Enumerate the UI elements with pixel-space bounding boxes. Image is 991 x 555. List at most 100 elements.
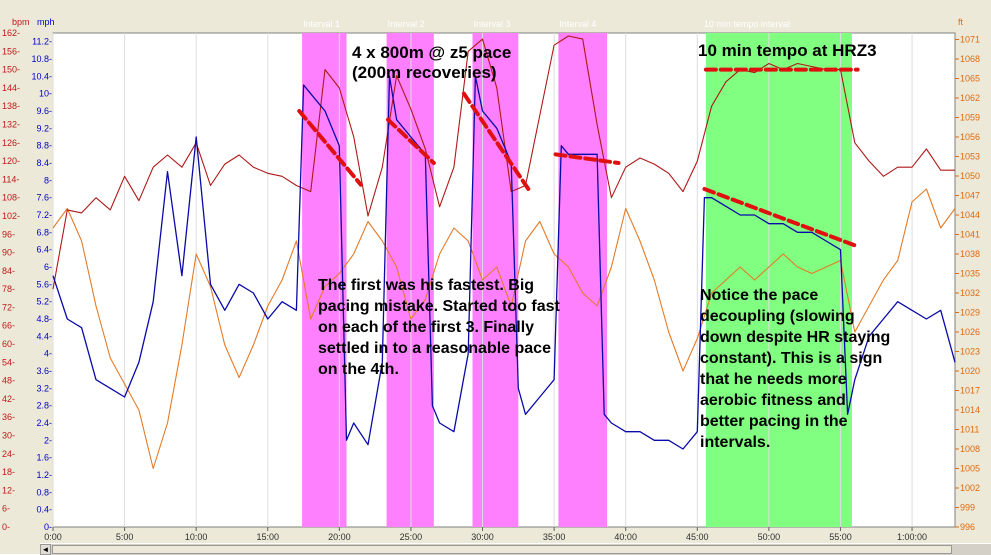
hr-tick-label: 132-	[2, 119, 20, 129]
annotation-4-line: that he needs more	[700, 371, 847, 388]
pace-tick-label: 7.6-	[36, 193, 52, 203]
x-tick-label: 50:00	[758, 532, 781, 542]
elev-tick-label: 1017	[960, 386, 980, 396]
pace-tick-label: 2-	[44, 435, 52, 445]
elev-tick-label: 1038	[960, 249, 980, 259]
elev-tick-label: 1041	[960, 230, 980, 240]
elev-tick-label: 999	[960, 503, 975, 513]
pace-tick-label: 9.2-	[36, 123, 52, 133]
pace-tick-label: 0.8-	[36, 487, 52, 497]
x-tick-label: 40:00	[614, 532, 637, 542]
elev-tick-label: 1026	[960, 327, 980, 337]
interval-label-3: Interval 3	[474, 19, 511, 29]
elev-tick-label: 1053	[960, 152, 980, 162]
interval-band-5	[705, 33, 852, 527]
elev-tick-label: 1050	[960, 171, 980, 181]
elev-tick-label: 1002	[960, 483, 980, 493]
pace-tick-label: 10.8-	[31, 54, 52, 64]
hr-tick-label: 102-	[2, 211, 20, 221]
pace-tick-label: 4.8-	[36, 314, 52, 324]
elev-unit-label: ft	[958, 17, 964, 27]
hr-tick-label: 126-	[2, 138, 20, 148]
horizontal-scrollbar[interactable]: ◄	[40, 543, 991, 555]
annotation-4-line: Notice the pace	[700, 287, 818, 304]
pace-tick-label: 2.4-	[36, 418, 52, 428]
hr-tick-label: 114-	[2, 174, 19, 184]
scroll-thumb[interactable]	[52, 545, 952, 554]
pace-tick-label: 4.4-	[36, 331, 52, 341]
annotation-2-line: 10 min tempo at HRZ3	[698, 41, 877, 60]
pace-tick-label: 1.6-	[36, 453, 52, 463]
hr-tick-label: 150-	[2, 65, 20, 75]
elev-tick-label: 1008	[960, 444, 980, 454]
x-tick-label: 45:00	[686, 532, 709, 542]
annotation-4-line: better pacing in the	[700, 413, 848, 430]
elev-tick-label: 1005	[960, 464, 980, 474]
hr-tick-label: 60-	[2, 339, 15, 349]
elev-tick-label: 1071	[960, 35, 980, 45]
trend-line-5	[702, 187, 857, 248]
pace-tick-label: 6.8-	[36, 227, 52, 237]
hr-tick-label: 84-	[2, 266, 15, 276]
elev-tick-label: 1020	[960, 366, 980, 376]
elev-tick-label: 1014	[960, 405, 980, 415]
pace-tick-label: 1.2-	[36, 470, 52, 480]
x-tick-label: 35:00	[543, 532, 566, 542]
interval-label-1: Interval 1	[303, 19, 340, 29]
trend-line-1	[297, 109, 363, 187]
x-tick-label: 10:00	[185, 532, 208, 542]
x-tick-label: 30:00	[471, 532, 494, 542]
elev-series-line	[52, 188, 956, 470]
hr-tick-label: 42-	[2, 394, 15, 404]
interval-labels: Interval 1 Interval 2 Interval 3 Interval 4…	[303, 19, 790, 29]
x-tick-label: 5:00	[116, 532, 134, 542]
trend-line-2	[386, 117, 436, 165]
elev-tick-label: 996	[960, 522, 975, 532]
hr-tick-label: 12-	[2, 485, 15, 495]
elev-tick-label: 1059	[960, 113, 980, 123]
hr-tick-label: 0-	[2, 522, 10, 532]
hr-tick-label: 36-	[2, 412, 15, 422]
interval-band-3	[472, 33, 519, 527]
pace-tick-label: 10.4-	[31, 71, 52, 81]
pace-tick-label: 3.2-	[36, 383, 52, 393]
x-tick-label: 20:00	[328, 532, 351, 542]
pace-tick-label: 8-	[44, 175, 52, 185]
elev-tick-label: 1068	[960, 54, 980, 64]
elev-tick-label: 1065	[960, 74, 980, 84]
pace-tick-label: 10-	[39, 89, 52, 99]
interval-band-2	[386, 33, 434, 527]
interval-bands	[302, 33, 852, 527]
x-tick-label: 0:00	[44, 532, 62, 542]
hr-tick-label: 48-	[2, 376, 15, 386]
annotation-4-line: aerobic fitness and	[700, 392, 846, 409]
annotation-4-line: constant). This is a sign	[700, 350, 882, 367]
hr-tick-label: 66-	[2, 321, 15, 331]
annotation-4-line: intervals.	[700, 434, 770, 451]
hr-tick-label: 18-	[2, 467, 15, 477]
scroll-left-arrow-icon[interactable]: ◄	[40, 544, 51, 555]
x-tick-label: 25:00	[400, 532, 423, 542]
hr-tick-label: 30-	[2, 431, 15, 441]
interval-band-4	[558, 33, 608, 527]
hr-tick-label: 162-	[2, 28, 20, 38]
series-lines	[52, 35, 956, 470]
annotation-3-line: on the 4th.	[318, 361, 399, 378]
pace-tick-label: 2.8-	[36, 401, 52, 411]
annotation-4-line: down despite HR staying	[700, 329, 890, 346]
pace-tick-label: 5.6-	[36, 279, 52, 289]
annotation-4-line: decoupling (slowing	[700, 308, 855, 325]
grid	[52, 33, 913, 527]
pace-tick-label: 4-	[44, 349, 52, 359]
pace-tick-label: 9.6-	[36, 106, 52, 116]
annotation-3-line: pacing mistake. Started too fast	[318, 298, 561, 315]
annotation-3-line: settled in to a reasonable pace	[318, 340, 551, 357]
hr-tick-label: 54-	[2, 357, 15, 367]
hr-tick-label: 156-	[2, 46, 20, 56]
elev-tick-label: 1023	[960, 347, 980, 357]
pace-tick-label: 0-	[44, 522, 52, 532]
trend-line-4	[553, 152, 621, 165]
trend-line-3	[461, 91, 531, 191]
